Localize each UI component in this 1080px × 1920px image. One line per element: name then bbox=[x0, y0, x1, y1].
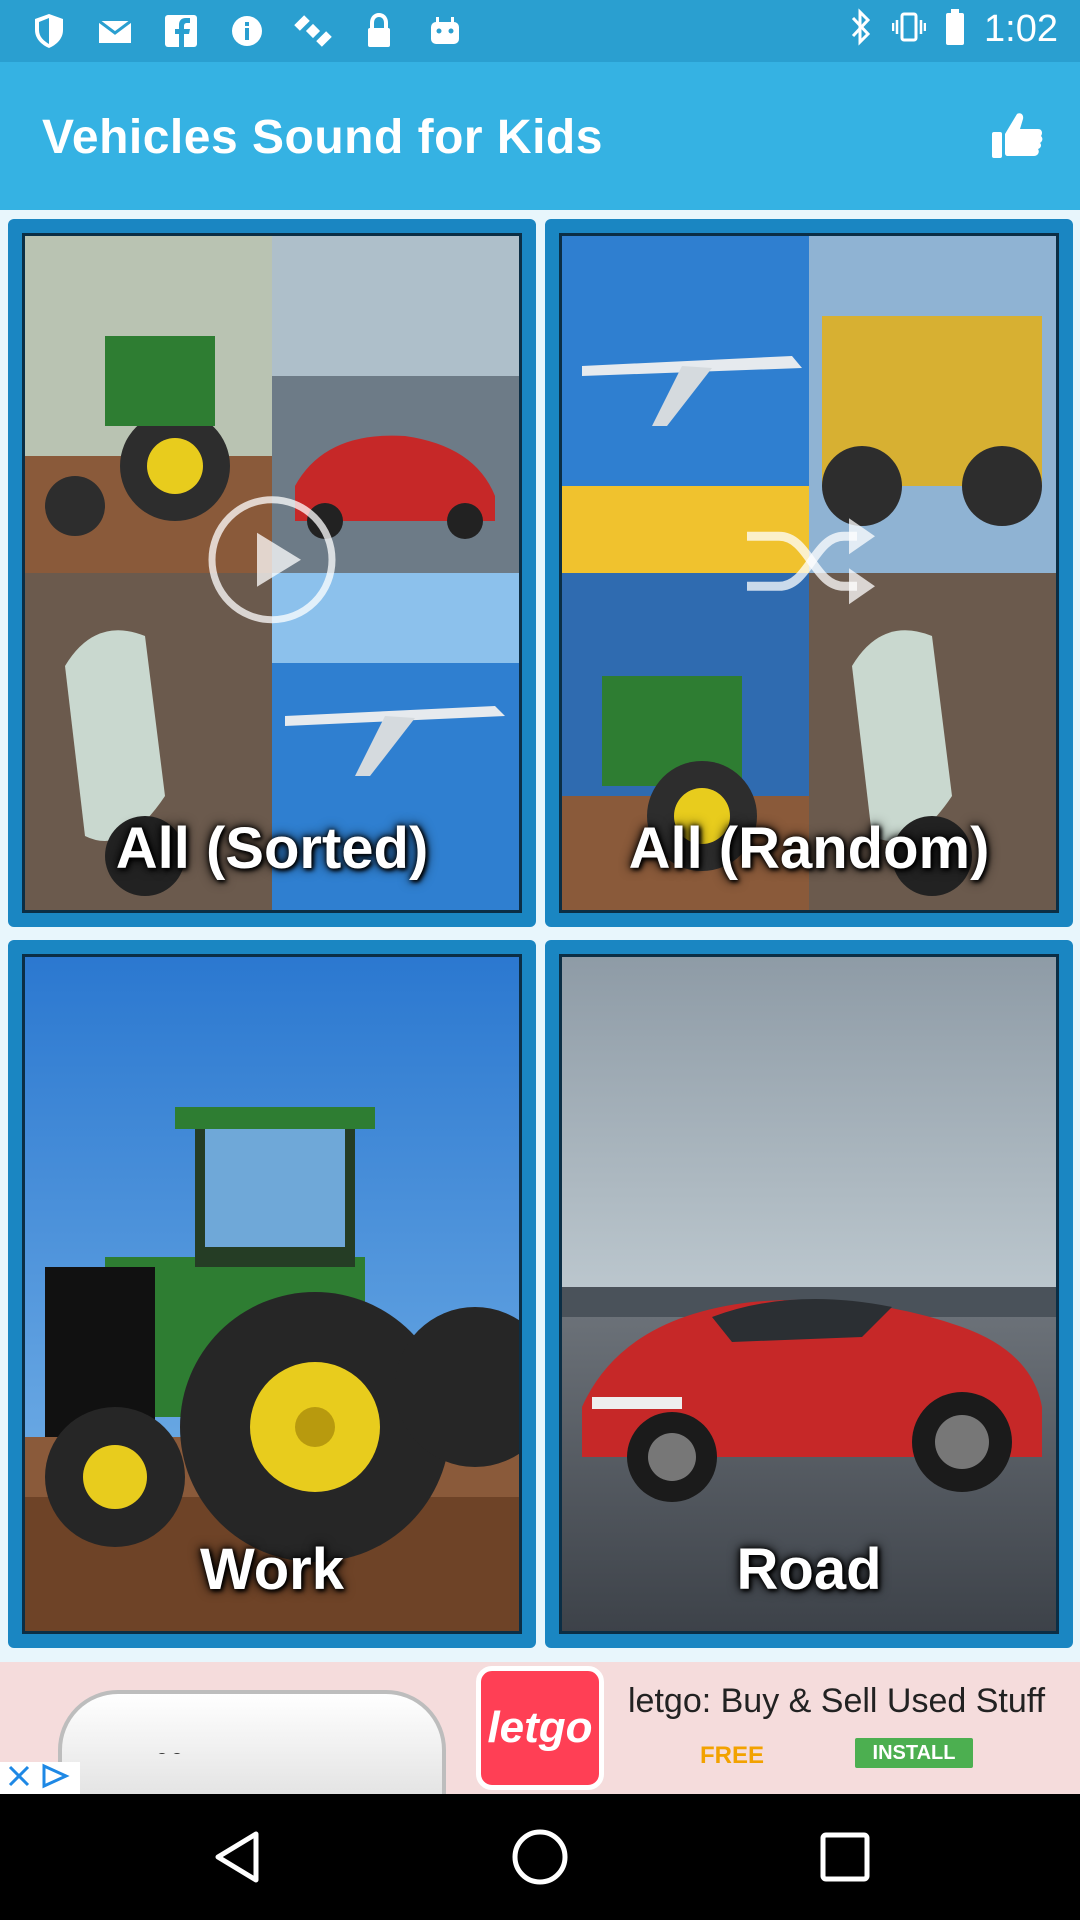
tile-label: All (Sorted) bbox=[115, 816, 429, 881]
tile-work[interactable]: Work bbox=[8, 940, 536, 1648]
vibrate-icon bbox=[891, 10, 927, 49]
collage-image bbox=[25, 236, 519, 910]
tile-label: Road bbox=[736, 1537, 882, 1602]
ad-banner[interactable]: letgo letgo: Buy & Sell Used Stuff FREE … bbox=[0, 1662, 1080, 1794]
tile-image: Work bbox=[22, 954, 522, 1634]
collage-image bbox=[562, 236, 1056, 910]
adchoices-icon[interactable] bbox=[40, 1763, 70, 1794]
tile-road[interactable]: Road bbox=[545, 940, 1073, 1648]
info-icon bbox=[226, 10, 268, 52]
tile-image: Road bbox=[559, 954, 1059, 1634]
tile-image: All (Sorted) bbox=[22, 233, 522, 913]
android-icon bbox=[424, 10, 466, 52]
facebook-icon bbox=[160, 10, 202, 52]
home-icon bbox=[512, 1829, 568, 1885]
mail-icon bbox=[94, 10, 136, 52]
thumbs-up-icon bbox=[992, 113, 1043, 158]
tile-label: Work bbox=[200, 1537, 344, 1602]
shield-icon bbox=[28, 10, 70, 52]
ad-phone-image bbox=[58, 1690, 446, 1794]
play-icon bbox=[207, 495, 337, 630]
ad-controls bbox=[0, 1762, 80, 1794]
recents-button[interactable] bbox=[812, 1824, 878, 1890]
battery-icon bbox=[944, 8, 966, 51]
tile-all-sorted[interactable]: All (Sorted) bbox=[8, 219, 536, 927]
navigation-bar bbox=[0, 1794, 1080, 1920]
ad-install-button[interactable]: INSTALL bbox=[855, 1738, 973, 1768]
ad-headline: letgo: Buy & Sell Used Stuff bbox=[628, 1682, 1046, 1720]
bluetooth-icon bbox=[848, 8, 874, 51]
like-button[interactable] bbox=[984, 102, 1050, 168]
tile-label: All (Random) bbox=[628, 816, 990, 881]
close-icon[interactable] bbox=[6, 1763, 32, 1794]
ad-free-label: FREE bbox=[700, 1742, 765, 1769]
page-title: Vehicles Sound for Kids bbox=[42, 111, 603, 164]
status-time: 1:02 bbox=[984, 8, 1058, 50]
home-button[interactable] bbox=[507, 1824, 573, 1890]
tractor-image bbox=[25, 957, 519, 1631]
back-icon bbox=[215, 1831, 259, 1883]
tile-image: All (Random) bbox=[559, 233, 1059, 913]
satellite-icon bbox=[292, 10, 334, 52]
recents-icon bbox=[820, 1832, 870, 1882]
lock-icon bbox=[358, 10, 400, 52]
back-button[interactable] bbox=[204, 1824, 270, 1890]
shuffle-icon bbox=[739, 506, 879, 621]
ad-logo: letgo bbox=[476, 1666, 604, 1790]
tile-all-random[interactable]: All (Random) bbox=[545, 219, 1073, 927]
status-bar: 1:02 bbox=[0, 0, 1080, 62]
app-bar: Vehicles Sound for Kids bbox=[0, 62, 1080, 210]
sports-car-image bbox=[562, 957, 1056, 1631]
